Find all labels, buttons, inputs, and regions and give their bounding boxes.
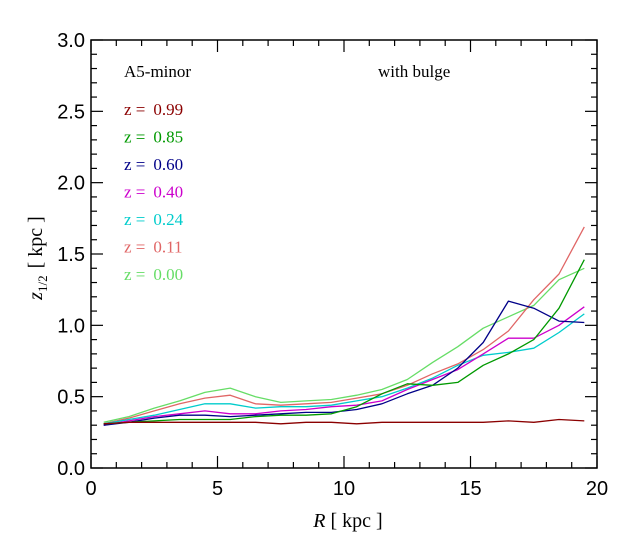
legend-prefix: z =: [124, 238, 145, 257]
series-line-z-0.99: [103, 418, 585, 425]
y-axis-title: z1/2 [ kpc ]: [25, 216, 50, 301]
legend-prefix: z =: [124, 155, 145, 174]
y-axis-sub: 1/2: [35, 275, 50, 292]
legend-prefix: z =: [124, 183, 145, 202]
x-axis-var: R: [312, 510, 325, 532]
series-lines: [103, 226, 585, 426]
y-tick-label: 2.5: [57, 101, 85, 123]
y-tick-label: 1.5: [57, 244, 85, 266]
x-tick-label: 20: [586, 478, 608, 500]
y-axis-unit: [ kpc ]: [25, 216, 47, 268]
x-axis-title: R [ kpc ]: [312, 510, 382, 532]
legend-entry: z = 0.99: [124, 100, 183, 119]
x-tick-label: 5: [212, 478, 223, 500]
y-tick-label: 1.0: [57, 315, 85, 337]
legend-value: 0.24: [153, 210, 183, 229]
series-line-z-0.24: [103, 313, 585, 425]
series-line-z-0.00: [103, 267, 585, 423]
tick-marks: [90, 39, 598, 469]
legend-prefix: z =: [124, 128, 145, 147]
legend-value: 0.40: [153, 183, 183, 202]
x-axis-unit: [ kpc ]: [331, 510, 383, 532]
legend-entry: z = 0.85: [124, 128, 183, 147]
legend: z = 0.99 z = 0.85 z = 0.60 z = 0.40 z = 0.24 z = 0.…: [124, 100, 184, 284]
y-tick-label: 0.5: [57, 387, 85, 409]
series-line-z-0.60: [103, 300, 585, 426]
legend-prefix: z =: [124, 265, 145, 284]
x-tick-labels: 0 5 10 15 20: [85, 478, 608, 500]
legend-entry: z = 0.40: [124, 183, 183, 202]
plot-area: [90, 39, 598, 469]
x-tick-label: 15: [459, 478, 481, 500]
legend-value: 0.00: [153, 265, 183, 284]
y-tick-labels: 0.0 0.5 1.0 1.5 2.0 2.5 3.0: [57, 30, 85, 480]
x-tick-label: 0: [85, 478, 96, 500]
y-tick-label: 3.0: [57, 30, 85, 52]
legend-entry: z = 0.00: [124, 265, 183, 284]
series-line-z-0.85: [103, 259, 585, 425]
legend-value: 0.60: [153, 155, 183, 174]
y-tick-label: 2.0: [57, 173, 85, 195]
legend-prefix: z =: [124, 100, 145, 119]
legend-prefix: z =: [124, 210, 145, 229]
annotation-left: A5-minor: [124, 62, 191, 81]
y-tick-label: 0.0: [57, 458, 85, 480]
legend-entry: z = 0.24: [124, 210, 184, 229]
legend-entry: z = 0.11: [124, 238, 183, 257]
legend-entry: z = 0.60: [124, 155, 183, 174]
series-line-z-0.11: [103, 226, 585, 425]
y-axis-var: z: [25, 292, 47, 301]
legend-value: 0.85: [153, 128, 183, 147]
x-tick-label: 10: [333, 478, 355, 500]
series-line-z-0.40: [103, 306, 585, 426]
legend-value: 0.11: [153, 238, 182, 257]
legend-value: 0.99: [153, 100, 183, 119]
annotation-right: with bulge: [378, 62, 450, 81]
